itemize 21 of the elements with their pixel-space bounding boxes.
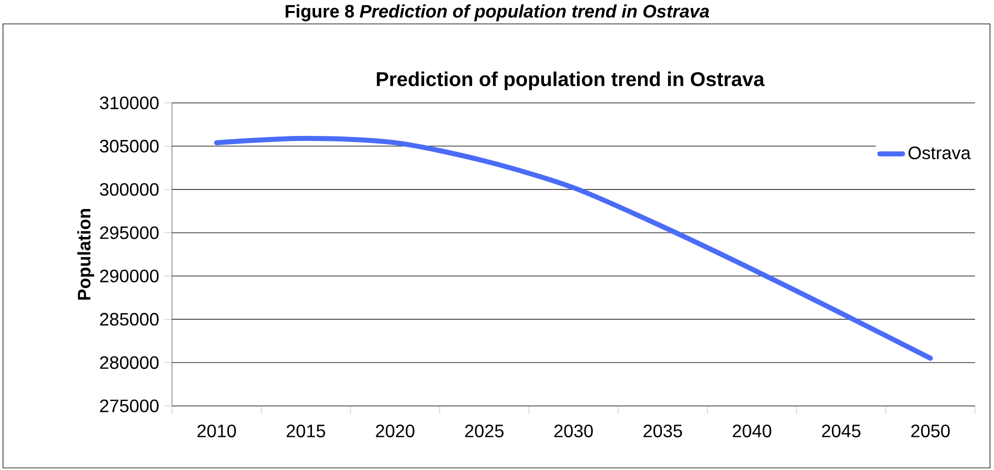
- y-axis-title: Population: [77, 209, 94, 300]
- x-tick-label: 2050: [911, 424, 950, 438]
- chart-title: Figure 8 Prediction of population trend in Ostrava: [286, 4, 710, 22]
- legend-label: Ostrava: [908, 146, 971, 160]
- y-tick-label: 285000: [100, 312, 159, 326]
- y-tick-label: 275000: [100, 400, 159, 412]
- x-tick-label: 2045: [822, 424, 860, 438]
- y-tick-label: 290000: [100, 270, 159, 282]
- y-tick-label: 305000: [100, 140, 159, 153]
- x-tick-label: 2030: [554, 424, 593, 438]
- x-tick-label: 2015: [286, 424, 326, 438]
- x-tick-label: 2025: [465, 424, 504, 438]
- y-tick-label: 295000: [100, 226, 159, 240]
- x-tick-label: 2020: [376, 424, 414, 438]
- y-tick-label: 280000: [100, 356, 159, 370]
- x-tick-label: 2010: [197, 424, 236, 438]
- y-tick-label: 300000: [100, 183, 159, 196]
- x-tick-label: 2040: [732, 424, 772, 438]
- y-tick-label: 310000: [100, 96, 159, 110]
- chart-subtitle: Prediction of population trend in Ostrava: [376, 72, 765, 90]
- x-tick-label: 2035: [644, 424, 682, 438]
